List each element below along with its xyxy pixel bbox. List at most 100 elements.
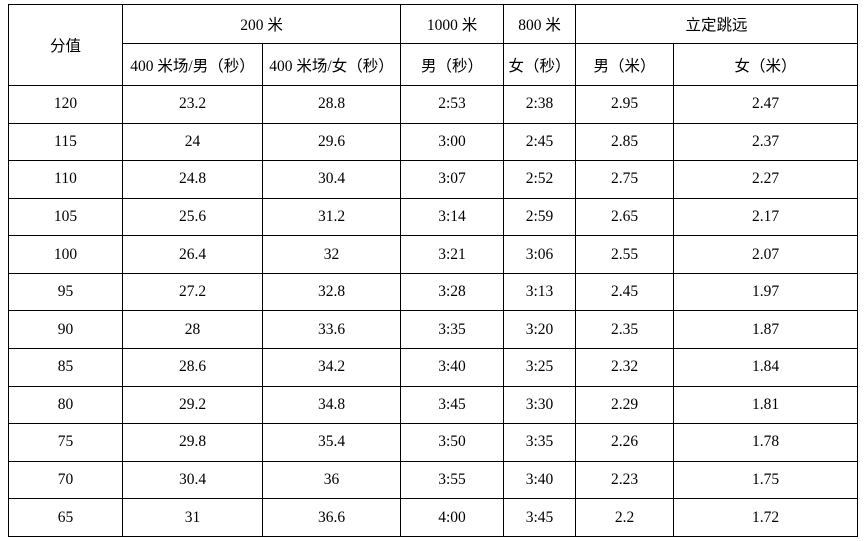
cell-200m-female: 33.6 bbox=[261, 310, 402, 350]
cell-score: 105 bbox=[8, 197, 123, 237]
cell-200m-male: 31 bbox=[122, 498, 263, 537]
cell-200m-male: 23.2 bbox=[122, 85, 263, 124]
table-row: 65 31 36.6 4:00 3:45 2.2 1.72 bbox=[8, 498, 859, 537]
cell-jump-male: 2.45 bbox=[575, 272, 675, 312]
score-standards-table: 分值 200 米 1000 米 800 米 立定跳远 400 米场/男（秒） 4… bbox=[8, 4, 859, 537]
cell-200m-female: 34.8 bbox=[261, 385, 402, 425]
cell-score: 90 bbox=[8, 310, 123, 350]
header-800m-female: 女（秒） bbox=[503, 43, 577, 86]
cell-jump-male: 2.29 bbox=[575, 385, 675, 425]
cell-1000m-male: 4:00 bbox=[400, 498, 505, 537]
header-group-200m: 200 米 bbox=[121, 4, 402, 44]
cell-200m-female: 32 bbox=[261, 235, 402, 274]
cell-score: 95 bbox=[8, 272, 123, 312]
cell-score: 85 bbox=[8, 348, 123, 387]
cell-1000m-male: 3:50 bbox=[400, 423, 505, 462]
cell-1000m-male: 3:21 bbox=[400, 235, 505, 274]
cell-jump-male: 2.55 bbox=[575, 235, 675, 274]
cell-1000m-male: 3:35 bbox=[400, 310, 505, 350]
cell-score: 100 bbox=[8, 235, 123, 274]
cell-score: 65 bbox=[8, 498, 123, 537]
cell-jump-female: 1.87 bbox=[673, 310, 859, 350]
cell-1000m-male: 3:45 bbox=[400, 385, 505, 425]
cell-800m-female: 3:20 bbox=[503, 310, 577, 350]
cell-score: 75 bbox=[8, 423, 123, 462]
table-row: 105 25.6 31.2 3:14 2:59 2.65 2.17 bbox=[8, 197, 859, 237]
cell-jump-female: 1.72 bbox=[673, 498, 859, 537]
cell-200m-male: 29.2 bbox=[122, 385, 263, 425]
cell-200m-female: 31.2 bbox=[261, 197, 402, 237]
cell-200m-male: 27.2 bbox=[122, 272, 263, 312]
table-row: 120 23.2 28.8 2:53 2:38 2.95 2.47 bbox=[8, 85, 859, 124]
table-header: 分值 200 米 1000 米 800 米 立定跳远 400 米场/男（秒） 4… bbox=[8, 4, 859, 86]
header-group-800m: 800 米 bbox=[503, 4, 577, 44]
cell-200m-male: 28 bbox=[122, 310, 263, 350]
cell-800m-female: 3:40 bbox=[503, 460, 577, 500]
header-group-1000m: 1000 米 bbox=[400, 4, 505, 44]
cell-1000m-male: 3:55 bbox=[400, 460, 505, 500]
cell-jump-female: 1.84 bbox=[673, 348, 859, 387]
table-row: 95 27.2 32.8 3:28 3:13 2.45 1.97 bbox=[8, 272, 859, 312]
cell-jump-female: 1.81 bbox=[673, 385, 859, 425]
cell-jump-male: 2.23 bbox=[575, 460, 675, 500]
cell-jump-male: 2.75 bbox=[575, 160, 675, 199]
cell-200m-male: 24 bbox=[122, 122, 263, 162]
cell-200m-male: 25.6 bbox=[122, 197, 263, 237]
table-row: 90 28 33.6 3:35 3:20 2.35 1.87 bbox=[8, 310, 859, 350]
header-jump-male: 男（米） bbox=[575, 43, 675, 86]
cell-800m-female: 2:45 bbox=[503, 122, 577, 162]
cell-jump-male: 2.26 bbox=[575, 423, 675, 462]
cell-800m-female: 3:06 bbox=[503, 235, 577, 274]
table-body: 120 23.2 28.8 2:53 2:38 2.95 2.47 115 24 29.6 3:00… bbox=[8, 85, 859, 537]
cell-200m-female: 34.2 bbox=[261, 348, 402, 387]
cell-200m-female: 29.6 bbox=[261, 122, 402, 162]
header-200m-female: 400 米场/女（秒） bbox=[261, 43, 402, 86]
cell-jump-female: 2.37 bbox=[673, 122, 859, 162]
header-200m-male: 400 米场/男（秒） bbox=[122, 43, 263, 86]
cell-score: 80 bbox=[8, 385, 123, 425]
cell-200m-male: 30.4 bbox=[122, 460, 263, 500]
cell-800m-female: 2:38 bbox=[503, 85, 577, 124]
cell-jump-female: 1.78 bbox=[673, 423, 859, 462]
cell-800m-female: 2:52 bbox=[503, 160, 577, 199]
cell-score: 120 bbox=[8, 85, 123, 124]
table-row: 75 29.8 35.4 3:50 3:35 2.26 1.78 bbox=[8, 423, 859, 462]
table-row: 100 26.4 32 3:21 3:06 2.55 2.07 bbox=[8, 235, 859, 274]
cell-800m-female: 3:13 bbox=[503, 272, 577, 312]
cell-800m-female: 3:30 bbox=[503, 385, 577, 425]
table-row: 80 29.2 34.8 3:45 3:30 2.29 1.81 bbox=[8, 385, 859, 425]
cell-200m-female: 28.8 bbox=[261, 85, 402, 124]
header-sub-row: 400 米场/男（秒） 400 米场/女（秒） 男（秒） 女（秒） 男（米） 女… bbox=[9, 43, 859, 86]
cell-1000m-male: 2:53 bbox=[400, 85, 505, 124]
cell-jump-male: 2.95 bbox=[575, 85, 675, 124]
cell-jump-female: 1.75 bbox=[673, 460, 859, 500]
header-jump-female: 女（米） bbox=[673, 43, 859, 86]
cell-800m-female: 2:59 bbox=[503, 197, 577, 237]
cell-jump-female: 2.07 bbox=[673, 235, 859, 274]
cell-jump-female: 2.27 bbox=[673, 160, 859, 199]
cell-1000m-male: 3:40 bbox=[400, 348, 505, 387]
cell-800m-female: 3:45 bbox=[503, 498, 577, 537]
cell-jump-male: 2.35 bbox=[575, 310, 675, 350]
header-score: 分值 bbox=[8, 4, 123, 86]
cell-200m-female: 36 bbox=[261, 460, 402, 500]
table-row: 85 28.6 34.2 3:40 3:25 2.32 1.84 bbox=[8, 348, 859, 387]
cell-1000m-male: 3:07 bbox=[400, 160, 505, 199]
cell-800m-female: 3:35 bbox=[503, 423, 577, 462]
header-group-standing-jump: 立定跳远 bbox=[575, 4, 859, 44]
cell-1000m-male: 3:28 bbox=[400, 272, 505, 312]
cell-200m-male: 28.6 bbox=[122, 348, 263, 387]
cell-jump-female: 1.97 bbox=[673, 272, 859, 312]
cell-1000m-male: 3:14 bbox=[400, 197, 505, 237]
cell-1000m-male: 3:00 bbox=[400, 122, 505, 162]
cell-score: 70 bbox=[8, 460, 123, 500]
table-row: 110 24.8 30.4 3:07 2:52 2.75 2.27 bbox=[8, 160, 859, 199]
cell-jump-male: 2.2 bbox=[575, 498, 675, 537]
table-row: 115 24 29.6 3:00 2:45 2.85 2.37 bbox=[8, 122, 859, 162]
header-group-row: 分值 200 米 1000 米 800 米 立定跳远 bbox=[8, 4, 859, 86]
cell-jump-male: 2.32 bbox=[575, 348, 675, 387]
cell-jump-male: 2.65 bbox=[575, 197, 675, 237]
cell-200m-male: 24.8 bbox=[122, 160, 263, 199]
cell-score: 110 bbox=[8, 160, 123, 199]
cell-800m-female: 3:25 bbox=[503, 348, 577, 387]
